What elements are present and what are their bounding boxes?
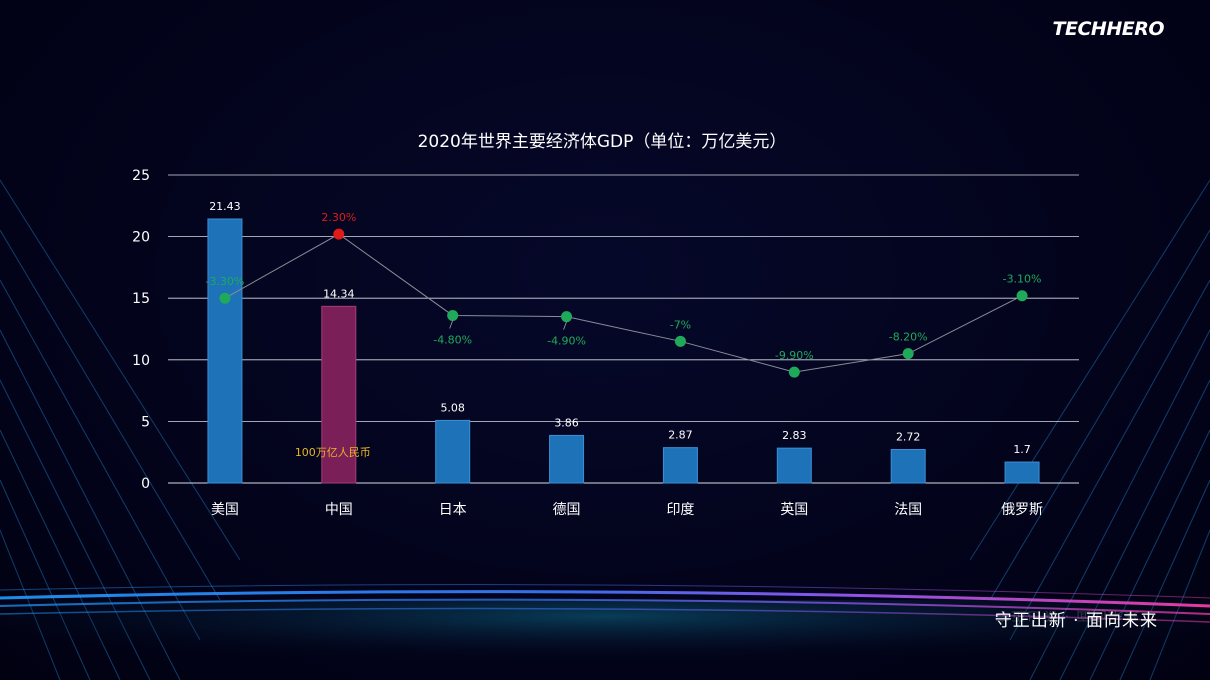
category-label: 中国 xyxy=(325,502,353,518)
growth-point xyxy=(902,348,914,360)
bar xyxy=(549,434,585,484)
y-tick-label: 20 xyxy=(132,230,150,246)
y-tick-label: 15 xyxy=(132,291,150,307)
category-label: 美国 xyxy=(211,502,239,518)
bars xyxy=(207,218,1040,484)
growth-point xyxy=(447,309,459,321)
growth-rate-label: 2.30% xyxy=(321,211,356,224)
bar-value-label: 14.34 xyxy=(323,287,355,300)
x-axis-categories: 美国 中国 日本 德国 印度 英国 法国 俄罗斯 xyxy=(211,501,1043,518)
bar xyxy=(890,448,926,484)
grid-lines xyxy=(168,174,1079,484)
bar-value-label: 2.83 xyxy=(782,429,807,442)
growth-point xyxy=(788,366,800,378)
decorative-streaks-left xyxy=(0,179,240,680)
chart-title: 2020年世界主要经济体GDP（单位：万亿美元） xyxy=(418,132,787,152)
growth-rate-label: -3.30% xyxy=(205,275,244,288)
bar-value-label: 1.7 xyxy=(1013,443,1031,456)
category-label: 英国 xyxy=(780,501,808,518)
growth-point xyxy=(561,311,573,323)
bar xyxy=(1004,461,1040,484)
brand-logo: TECHHERO xyxy=(1052,18,1165,40)
category-label: 日本 xyxy=(439,502,467,518)
category-label: 德国 xyxy=(553,502,581,518)
bar-value-label: 3.86 xyxy=(554,416,579,429)
bar-value-label: 2.87 xyxy=(668,429,693,442)
bar-value-label: 2.72 xyxy=(896,430,921,443)
y-tick-label: 25 xyxy=(132,168,150,184)
bar xyxy=(321,305,357,484)
growth-line: -3.30% 2.30% -4.80% -4.90% -7% -9.90% -8.20% -3… xyxy=(205,211,1042,378)
bar-value-label: 5.08 xyxy=(440,401,465,414)
growth-rate-label: -4.90% xyxy=(547,335,586,348)
growth-point xyxy=(219,292,231,304)
growth-rate-label: -4.80% xyxy=(433,333,472,346)
y-tick-label: 0 xyxy=(141,476,150,492)
growth-line-path xyxy=(224,233,1023,373)
label-leader-line xyxy=(449,320,454,329)
category-label: 印度 xyxy=(666,502,694,518)
growth-point xyxy=(674,335,686,347)
growth-rate-label: -3.10% xyxy=(1003,273,1042,286)
growth-rate-label: -7% xyxy=(670,318,691,331)
bar xyxy=(776,447,812,484)
bar xyxy=(435,419,471,484)
y-tick-label: 10 xyxy=(132,353,150,369)
growth-rate-label: -9.90% xyxy=(775,349,814,362)
bar xyxy=(662,447,698,484)
y-axis-ticks: 0 5 10 15 20 25 xyxy=(132,168,150,492)
annotations: 100万亿人民币 xyxy=(295,446,371,459)
bar-value-label: 21.43 xyxy=(209,200,241,213)
bar xyxy=(207,218,243,484)
slogan: 守正出新 · 面向未来 xyxy=(994,611,1158,631)
annotation-label: 100万亿人民币 xyxy=(295,446,371,459)
category-label: 法国 xyxy=(894,502,922,518)
category-label: 俄罗斯 xyxy=(1001,502,1043,518)
growth-rate-label: -8.20% xyxy=(889,331,928,344)
y-tick-label: 5 xyxy=(141,414,150,430)
decorative-neon-band xyxy=(0,584,1210,680)
growth-point xyxy=(1016,290,1028,302)
label-leader-line xyxy=(563,321,567,330)
growth-point xyxy=(333,228,345,240)
bar-value-labels: 21.43 14.34 5.08 3.86 2.87 2.83 2.72 1.7 xyxy=(209,200,1031,456)
